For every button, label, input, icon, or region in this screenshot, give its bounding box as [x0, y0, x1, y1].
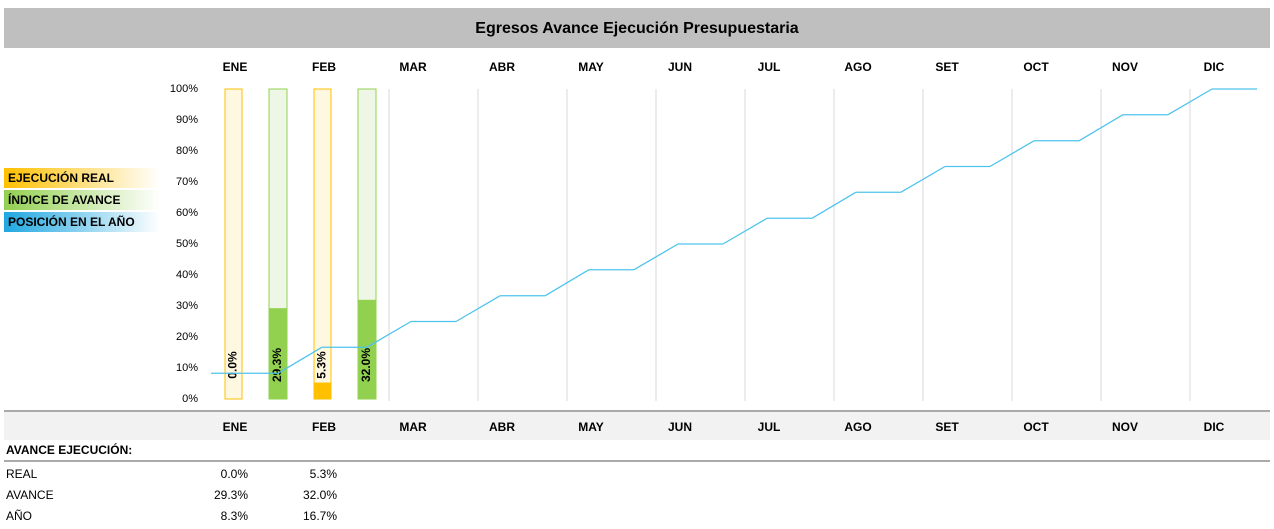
- y-tick-label: 30%: [176, 300, 198, 312]
- x-tick-label: JUN: [668, 420, 692, 434]
- cell: 8.3%: [221, 509, 249, 523]
- line-rise: [455, 295, 501, 323]
- header-band: [4, 412, 1270, 440]
- y-tick-label: 0%: [182, 393, 198, 405]
- bar: [269, 308, 287, 399]
- y-tick-label: 60%: [176, 207, 198, 219]
- x-tick-label: MAR: [399, 60, 427, 74]
- data-label: 0.0%: [226, 351, 240, 379]
- x-tick-label: FEB: [312, 60, 336, 74]
- legend-swatch: [4, 190, 160, 210]
- x-tick-label: DIC: [1204, 420, 1225, 434]
- line-rise: [544, 269, 590, 297]
- data-label: 5.3%: [315, 351, 329, 379]
- x-tick-label: DIC: [1204, 60, 1225, 74]
- y-tick-label: 50%: [176, 238, 198, 250]
- legend-label: POSICIÓN EN EL AÑO: [8, 214, 135, 229]
- x-tick-label: FEB: [312, 420, 336, 434]
- data-label: 32.0%: [359, 348, 373, 382]
- row-label: AVANCE: [6, 488, 54, 502]
- x-tick-label: JUL: [758, 420, 781, 434]
- line-rise: [722, 217, 768, 245]
- x-tick-label: OCT: [1023, 420, 1049, 434]
- y-tick-label: 100%: [170, 83, 198, 95]
- line-rise: [1167, 88, 1213, 116]
- line-rise: [989, 140, 1035, 168]
- x-tick-label: ABR: [489, 420, 515, 434]
- x-tick-label: ABR: [489, 60, 515, 74]
- cell: 29.3%: [214, 488, 248, 502]
- x-tick-label: ENE: [223, 420, 248, 434]
- y-tick-label: 90%: [176, 114, 198, 126]
- x-tick-label: JUN: [668, 60, 692, 74]
- x-tick-label: MAY: [578, 420, 604, 434]
- y-tick-label: 80%: [176, 145, 198, 157]
- x-tick-label: ENE: [223, 60, 248, 74]
- line-rise: [1078, 114, 1124, 142]
- legend-swatch: [4, 168, 160, 188]
- line-rise: [811, 191, 857, 219]
- x-tick-label: AGO: [844, 60, 871, 74]
- legend-label: EJECUCIÓN REAL: [8, 170, 114, 185]
- line-rise: [366, 320, 412, 348]
- y-tick-label: 70%: [176, 176, 198, 188]
- x-tick-label: SET: [935, 420, 959, 434]
- line-rise: [277, 346, 323, 374]
- y-tick-label: 20%: [176, 331, 198, 343]
- x-tick-label: MAR: [399, 420, 427, 434]
- row-label: AÑO: [6, 509, 32, 523]
- cell: 16.7%: [303, 509, 337, 523]
- chart-title: Egresos Avance Ejecución Presupuestaria: [475, 20, 799, 37]
- legend-swatch: [4, 212, 160, 232]
- x-tick-label: NOV: [1112, 60, 1138, 74]
- line-rise: [900, 165, 946, 193]
- bar: [358, 299, 376, 399]
- x-tick-label: AGO: [844, 420, 871, 434]
- bar: [314, 382, 331, 399]
- cell: 5.3%: [310, 467, 338, 481]
- legend-label: ÍNDICE DE AVANCE: [8, 192, 120, 207]
- x-tick-label: OCT: [1023, 60, 1049, 74]
- x-tick-label: SET: [935, 60, 959, 74]
- row-label: REAL: [6, 467, 38, 481]
- y-tick-label: 10%: [176, 362, 198, 374]
- y-tick-label: 40%: [176, 269, 198, 281]
- x-tick-label: NOV: [1112, 420, 1138, 434]
- title-bar: [4, 8, 1270, 48]
- x-tick-label: MAY: [578, 60, 604, 74]
- bar-background: [224, 88, 243, 400]
- line-rise: [633, 243, 679, 271]
- data-label: 29.3%: [270, 348, 284, 382]
- cell: 32.0%: [303, 488, 337, 502]
- cell: 0.0%: [221, 467, 249, 481]
- x-tick-label: JUL: [758, 60, 781, 74]
- table-title: AVANCE EJECUCIÓN:: [6, 442, 132, 457]
